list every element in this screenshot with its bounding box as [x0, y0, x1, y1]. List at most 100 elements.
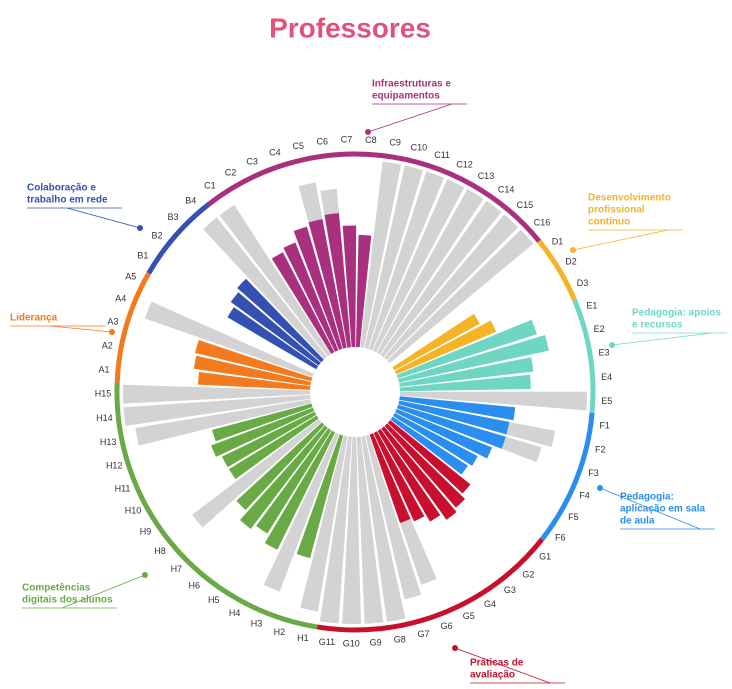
item-label: C6	[317, 137, 329, 147]
group-label: profissional	[588, 205, 645, 216]
item-label: E4	[601, 372, 612, 382]
item-label: C14	[498, 185, 515, 195]
item-label: H12	[106, 461, 123, 471]
leader-line	[454, 647, 551, 684]
leader-line	[66, 207, 141, 229]
group-label: Competências	[22, 583, 91, 594]
bar	[271, 252, 335, 354]
bar	[377, 428, 441, 522]
item-label: C5	[293, 141, 305, 151]
group-ring	[572, 299, 596, 413]
bar	[356, 234, 372, 348]
bar	[398, 334, 549, 383]
item-label: H10	[125, 506, 142, 516]
bar	[394, 320, 497, 375]
group-ring	[146, 202, 211, 275]
item-label: H6	[189, 581, 201, 591]
grey-bar	[368, 171, 444, 351]
grey-bar	[123, 394, 311, 426]
group-label: Liderança	[10, 313, 58, 324]
group-ring	[537, 239, 577, 302]
grey-bar	[122, 384, 311, 404]
item-label: H2	[274, 627, 286, 637]
grey-bar	[192, 419, 322, 528]
item-label: E1	[586, 301, 597, 311]
bar	[396, 319, 537, 379]
bar	[212, 403, 313, 442]
item-label: C2	[225, 167, 237, 177]
grey-bar	[263, 432, 340, 592]
grey-bar	[380, 200, 502, 358]
bar	[396, 404, 506, 449]
group-label: Práticas de	[470, 658, 524, 669]
item-label: E3	[598, 348, 609, 358]
grey-bar	[360, 161, 402, 348]
item-label: H11	[115, 484, 131, 494]
bar	[211, 407, 315, 457]
item-label: C3	[246, 156, 258, 166]
bar	[393, 412, 478, 466]
item-label: H1	[297, 633, 309, 643]
grey-bar	[135, 399, 312, 446]
item-label: C12	[456, 159, 473, 169]
item-label: H14	[96, 413, 113, 423]
grey-bar	[365, 434, 422, 600]
item-label: H8	[154, 546, 166, 556]
item-label: F4	[579, 490, 590, 500]
item-label: B1	[137, 250, 148, 260]
grey-bar	[144, 301, 314, 378]
group-ring	[207, 151, 542, 243]
item-label: H5	[208, 595, 220, 605]
grey-bar	[376, 189, 484, 355]
bar	[324, 213, 351, 348]
leader-line	[61, 574, 146, 609]
bar	[256, 428, 332, 534]
bar	[390, 416, 468, 475]
group-ring	[539, 412, 595, 541]
item-label: F3	[588, 468, 599, 478]
bar	[308, 219, 347, 349]
item-label: G10	[343, 638, 360, 648]
bar	[387, 420, 471, 494]
item-label: A4	[115, 294, 126, 304]
bar	[228, 415, 319, 480]
group-label: digitais dos alunos	[22, 595, 113, 606]
bar	[283, 242, 339, 352]
item-label: H13	[100, 437, 117, 447]
item-label: C9	[389, 138, 401, 148]
bar	[369, 433, 411, 523]
grey-bar	[361, 435, 406, 622]
bar	[373, 431, 425, 522]
item-label: F6	[555, 533, 566, 543]
item-label: C13	[478, 171, 495, 181]
item-label: D3	[577, 278, 589, 288]
group-label: Colaboração e	[27, 183, 96, 194]
grey-bar	[399, 391, 587, 411]
bar	[399, 374, 531, 392]
item-label: G5	[463, 611, 475, 621]
bar	[236, 422, 325, 511]
bar	[193, 355, 312, 386]
item-label: D1	[552, 236, 564, 246]
bar	[197, 371, 311, 390]
group-label: Pedagogia:	[620, 492, 674, 503]
item-label: H7	[171, 564, 183, 574]
bar	[230, 292, 321, 366]
bar	[195, 340, 313, 382]
bar	[296, 434, 344, 559]
item-label: G2	[522, 569, 534, 579]
leader-line	[49, 325, 113, 333]
item-label: D2	[565, 257, 577, 267]
item-label: G8	[394, 634, 406, 644]
item-label: A3	[107, 317, 118, 327]
group-label: trabalho em rede	[27, 195, 108, 206]
group-ring	[114, 382, 318, 630]
item-label: H3	[251, 618, 263, 628]
grey-bar	[342, 436, 361, 624]
item-label: E2	[594, 324, 605, 334]
item-label: B2	[152, 230, 163, 240]
item-label: C15	[517, 200, 534, 210]
group-label: de aula	[620, 516, 655, 527]
grey-bar	[356, 436, 384, 624]
group-ring	[114, 272, 151, 383]
